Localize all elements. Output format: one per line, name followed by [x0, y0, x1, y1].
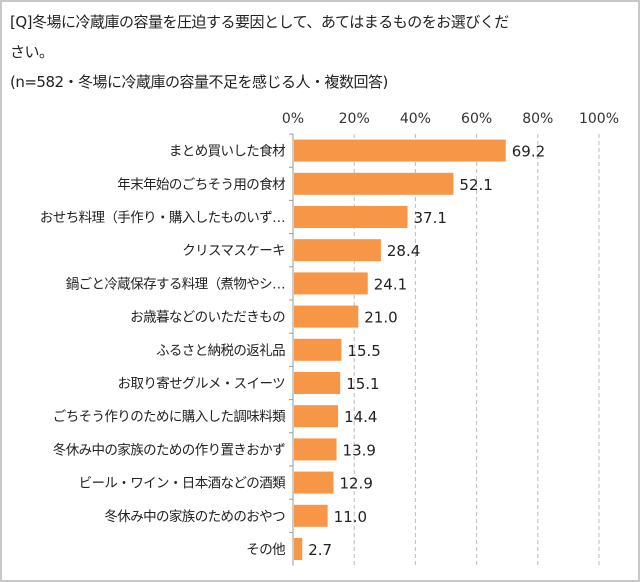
question-line-2: さい。	[10, 43, 54, 61]
data-label: 52.1	[459, 176, 492, 194]
bar	[294, 372, 341, 394]
category-label: お取り寄せグルメ・スイーツ	[118, 375, 286, 392]
data-label: 13.9	[343, 441, 376, 459]
bar	[294, 239, 381, 262]
x-tick-label: 100%	[579, 111, 619, 127]
bar	[294, 172, 454, 195]
data-label: 69.2	[512, 143, 545, 161]
data-label: 14.4	[344, 408, 377, 426]
category-label: お歳暮などのいただきもの	[130, 310, 285, 326]
data-label: 12.9	[339, 475, 372, 493]
sample-note: (n=582・冬場に冷蔵庫の容量不足を感じる人・複数回答)	[10, 73, 388, 91]
data-label: 28.4	[387, 242, 420, 260]
x-tick-label: 60%	[461, 111, 492, 127]
data-label: 11.0	[334, 508, 367, 526]
data-label: 21.0	[364, 309, 397, 327]
category-label: ごちそう作りのために購入した調味料類	[53, 409, 286, 425]
data-label: 15.5	[347, 342, 380, 360]
bar	[294, 538, 303, 560]
category-label: まとめ買いした食材	[169, 143, 285, 160]
question-line-1: [Q]冬場に冷蔵庫の容量を圧迫する要因として、あてはまるものをお選びくだ	[10, 13, 509, 31]
bar	[294, 338, 342, 361]
category-label: おせち料理（手作り・購入したものいず…	[40, 210, 285, 226]
bar	[294, 438, 337, 461]
category-label: その他	[246, 542, 285, 558]
x-tick-label: 20%	[339, 111, 370, 127]
category-label: 冬休み中の家族のための作り置きおかず	[53, 441, 285, 458]
category-label: 年末年始のごちそう用の食材	[117, 176, 285, 193]
category-label: 冬休み中の家族のためのおやつ	[104, 508, 285, 525]
bar	[294, 405, 339, 428]
x-tick-label: 80%	[522, 111, 553, 127]
data-label: 37.1	[414, 209, 447, 227]
category-label: クリスマスケーキ	[182, 243, 285, 259]
data-label: 2.7	[308, 541, 332, 559]
bar	[294, 139, 506, 162]
bar	[294, 206, 408, 228]
x-tick-label: 40%	[400, 111, 431, 127]
bar	[294, 504, 328, 527]
category-label: ビール・ワイン・日本酒などの酒類	[79, 476, 286, 492]
bar	[294, 305, 359, 328]
data-label: 24.1	[374, 275, 407, 293]
category-label: ふるさと納税の返礼品	[156, 343, 285, 359]
bar	[294, 471, 334, 494]
data-label: 15.1	[346, 375, 379, 393]
category-label: 鍋ごと冷蔵保存する料理（煮物やシ…	[66, 276, 285, 292]
bar	[294, 272, 368, 295]
x-tick-label: 0%	[282, 111, 304, 127]
